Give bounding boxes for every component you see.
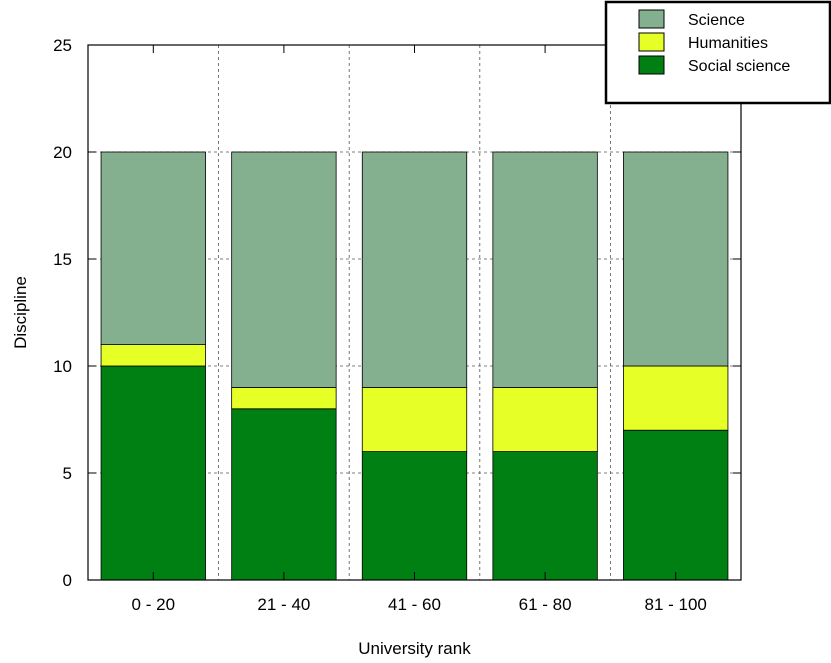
bar-segment-science	[623, 151, 729, 367]
x-tick-label: 81 - 100	[645, 595, 707, 614]
legend-swatch	[638, 32, 665, 52]
x-axis-label: University rank	[358, 639, 471, 658]
bar-segment-humanities	[100, 344, 206, 367]
y-tick-label: 0	[63, 571, 72, 590]
y-axis-label: Discipline	[11, 276, 30, 349]
bar-segment-humanities	[492, 386, 598, 452]
bar-segment-science	[231, 151, 337, 388]
bar-segment-humanities	[231, 386, 337, 410]
bars	[100, 151, 729, 581]
x-tick-label: 0 - 20	[132, 595, 175, 614]
bar-segment-science	[492, 151, 598, 388]
y-tick-label: 10	[53, 357, 72, 376]
legend-label: Humanities	[688, 35, 768, 52]
bar-segment-humanities	[361, 386, 468, 452]
y-tick-label: 15	[53, 250, 72, 269]
y-tick-label: 20	[53, 143, 72, 162]
bar-segment-social-science	[623, 429, 729, 581]
bar-segment-social-science	[231, 408, 337, 581]
bar-segment-social-science	[492, 451, 598, 581]
bar-segment-social-science	[361, 451, 468, 581]
x-tick-label: 61 - 80	[519, 595, 572, 614]
bar-segment-science	[361, 151, 468, 388]
legend-label: Science	[688, 12, 745, 29]
legend-label: Social science	[688, 58, 790, 75]
x-tick-label: 41 - 60	[388, 595, 441, 614]
bar-segment-social-science	[100, 365, 206, 581]
legend-swatch	[638, 9, 665, 29]
y-tick-label: 25	[53, 36, 72, 55]
x-tick-label: 21 - 40	[257, 595, 310, 614]
bar-segment-science	[100, 151, 206, 346]
legend: Science Humanities Social science	[604, 0, 831, 105]
y-tick-label: 5	[63, 464, 72, 483]
legend-swatch	[638, 55, 665, 75]
bar-segment-humanities	[623, 365, 729, 431]
